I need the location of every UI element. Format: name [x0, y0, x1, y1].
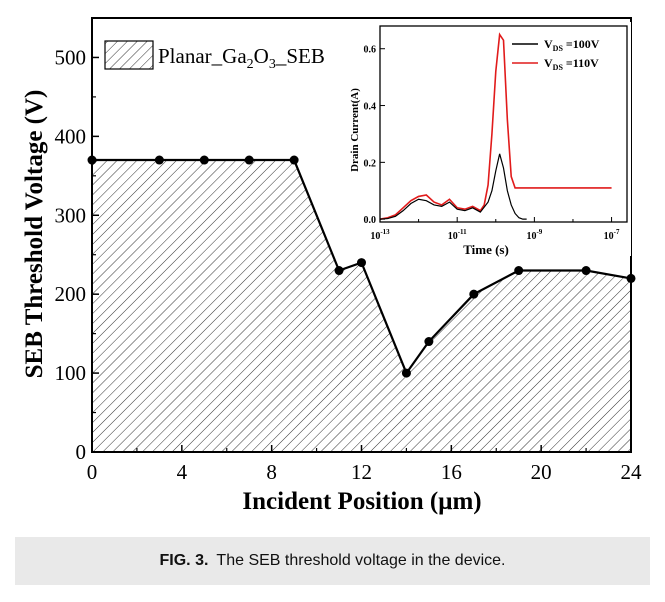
- series-line-vds-110v: [379, 32, 612, 220]
- y-tick-label: 0: [76, 440, 87, 464]
- x-axis-label: Incident Position (μm): [242, 488, 481, 515]
- main-legend: Planar_Ga2O3_SEB: [104, 40, 325, 72]
- y-axis-label: SEB Threshold Voltage (V): [21, 90, 48, 379]
- data-point: [514, 266, 524, 276]
- data-point: [154, 155, 164, 165]
- inset-y-tick-label: 0.4: [364, 102, 377, 113]
- y-tick-label: 400: [55, 124, 87, 148]
- x-tick-label: 8: [266, 460, 277, 484]
- x-tick-label: 4: [177, 460, 188, 484]
- inset-plot-frame: [379, 25, 628, 223]
- x-tick-label: 16: [441, 460, 462, 484]
- x-tick-label: 12: [351, 460, 372, 484]
- data-point: [334, 266, 344, 276]
- inset-y-tick-label: 0.0: [364, 215, 377, 226]
- y-tick-label: 300: [55, 203, 87, 227]
- inset-x-tick-label: 10-7: [604, 228, 620, 242]
- y-tick-label: 500: [55, 45, 87, 69]
- data-point: [424, 337, 434, 347]
- inset-axis-tick-labels: 10-13 10-11 10-9 10-7 0.0 0.2 0.4 0.6: [364, 45, 620, 242]
- caption-label: FIG. 3.: [159, 552, 209, 569]
- data-point: [199, 155, 209, 165]
- figure-caption: FIG. 3. The SEB threshold voltage in the…: [15, 537, 650, 585]
- y-tick-label: 200: [55, 282, 87, 306]
- legend-swatch: [104, 40, 154, 70]
- inset-x-tick-label: 10-11: [448, 228, 467, 242]
- chart-figure: 0 4 8 12 16 20 24 0 100 200 300 400 500 Planar_Ga2O3…: [21, 17, 643, 515]
- data-point: [357, 258, 366, 268]
- inset-y-tick-label: 0.2: [364, 158, 377, 169]
- legend-label: Planar_Ga2O3_SEB: [158, 44, 325, 72]
- series-line-vds-100v: [379, 153, 527, 220]
- main-axis-tick-labels: 0 4 8 12 16 20 24 0 100 200 300 400 500: [55, 45, 643, 484]
- hatched-area: [92, 160, 631, 452]
- inset-y-tick-label: 0.6: [364, 45, 377, 56]
- caption-text: The SEB threshold voltage in the device.: [216, 552, 506, 569]
- inset-x-axis-label: Time (s): [463, 242, 509, 257]
- inset-x-tick-label: 10-9: [526, 228, 542, 242]
- inset-plot: 10-13 10-11 10-9 10-7 0.0 0.2 0.4 0.6 VDS =100V…: [345, 22, 631, 257]
- x-tick-label: 24: [621, 460, 643, 484]
- data-point: [401, 368, 411, 378]
- inset-y-axis-label: Drain Current(A): [349, 88, 361, 172]
- inset-x-tick-label: 10-13: [370, 228, 390, 242]
- legend-label-100v: VDS =100V: [544, 37, 600, 53]
- x-tick-label: 0: [87, 460, 98, 484]
- inset-legend: VDS =100V VDS =110V: [512, 37, 600, 72]
- y-tick-label: 100: [55, 361, 87, 385]
- data-point: [244, 155, 254, 165]
- main-plot: 0 4 8 12 16 20 24 0 100 200 300 400 500 Planar_Ga2O3…: [21, 17, 643, 515]
- data-point: [469, 289, 479, 299]
- x-tick-label: 20: [531, 460, 552, 484]
- legend-label-110v: VDS =110V: [544, 56, 599, 72]
- data-point: [581, 266, 591, 276]
- data-point: [289, 155, 299, 165]
